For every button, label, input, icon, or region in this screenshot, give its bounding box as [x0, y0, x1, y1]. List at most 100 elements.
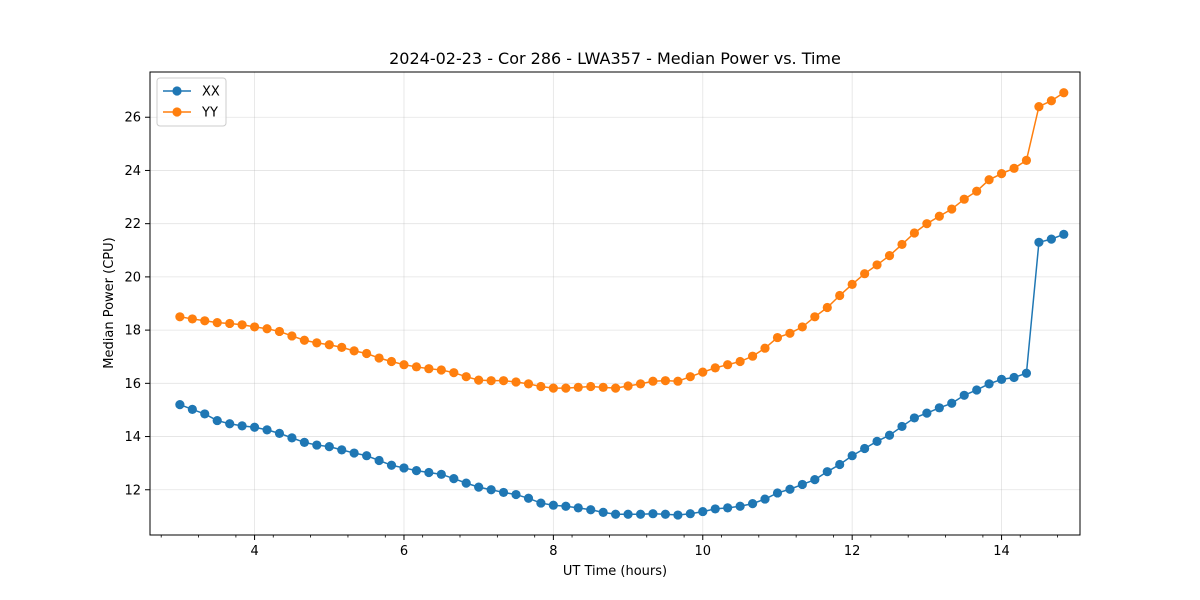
legend-marker	[172, 86, 182, 96]
data-point-yy	[249, 322, 260, 332]
data-point-xx	[287, 433, 297, 443]
y-tick-label: 26	[124, 111, 141, 126]
y-tick-label: 20	[124, 270, 141, 285]
data-point-yy	[947, 204, 957, 214]
data-point-yy	[187, 314, 197, 324]
data-point-xx	[698, 506, 708, 517]
data-point-yy	[399, 360, 409, 370]
data-point-xx	[959, 390, 969, 400]
data-point-xx	[349, 448, 359, 458]
data-point-yy	[386, 356, 397, 367]
data-point-yy	[523, 379, 534, 389]
data-point-yy	[884, 251, 895, 261]
data-point-yy	[723, 360, 733, 370]
data-point-yy	[710, 363, 720, 373]
data-point-yy	[822, 302, 832, 313]
y-tick-label: 16	[124, 377, 141, 392]
data-point-yy	[748, 351, 758, 361]
data-point-yy	[573, 382, 583, 392]
data-point-xx	[461, 478, 471, 488]
data-point-yy	[797, 322, 807, 332]
legend-marker	[172, 107, 182, 117]
data-point-xx	[623, 509, 633, 519]
data-point-xx	[312, 440, 322, 450]
data-point-yy	[835, 290, 845, 301]
data-point-xx	[897, 421, 907, 432]
data-point-xx	[648, 509, 658, 519]
data-point-xx	[399, 463, 409, 473]
y-tick-label: 14	[124, 430, 141, 445]
data-point-xx	[884, 430, 895, 440]
legend: XX YY	[156, 77, 227, 127]
data-point-xx	[785, 484, 795, 494]
y-tick-label: 12	[124, 483, 141, 498]
data-point-yy	[536, 381, 546, 392]
data-point-yy	[312, 338, 322, 348]
data-point-xx	[810, 475, 820, 485]
data-point-xx	[573, 503, 583, 513]
data-point-yy	[810, 312, 820, 322]
legend-item-xx: XX	[163, 85, 220, 100]
data-point-xx	[984, 379, 994, 389]
chart-title: 2024-02-23 - Cor 286 - LWA357 - Median P…	[389, 49, 841, 68]
data-point-xx	[274, 428, 285, 438]
legend-label: YY	[201, 106, 218, 121]
data-point-yy	[474, 375, 484, 385]
data-point-xx	[386, 460, 397, 470]
data-point-yy	[909, 228, 919, 238]
data-point-yy	[337, 342, 347, 353]
data-point-xx	[660, 509, 671, 519]
data-point-xx	[748, 499, 758, 509]
data-point-xx	[735, 501, 745, 511]
data-point-xx	[187, 404, 197, 414]
data-point-xx	[598, 507, 608, 517]
data-point-xx	[1034, 237, 1044, 247]
series-layer	[175, 88, 1069, 520]
data-point-yy	[1021, 155, 1032, 165]
data-point-xx	[262, 425, 272, 435]
data-point-yy	[212, 318, 222, 328]
x-axis-label: UT Time (hours)	[563, 564, 667, 579]
data-point-yy	[611, 383, 621, 393]
data-point-xx	[1046, 234, 1056, 244]
data-point-yy	[362, 348, 372, 359]
data-point-xx	[498, 487, 509, 498]
data-point-yy	[635, 379, 646, 389]
data-point-xx	[710, 504, 720, 514]
x-tick-label: 10	[694, 544, 711, 559]
data-point-yy	[673, 376, 683, 386]
data-point-yy	[996, 169, 1007, 179]
data-point-yy	[598, 382, 608, 392]
grid	[150, 72, 1080, 535]
data-point-xx	[909, 413, 919, 423]
data-point-yy	[299, 335, 309, 345]
data-point-yy	[424, 364, 434, 374]
series-line-xx	[179, 233, 1065, 516]
data-point-yy	[648, 376, 658, 386]
data-point-xx	[449, 473, 459, 484]
data-point-xx	[934, 403, 944, 413]
data-point-yy	[735, 356, 745, 367]
data-point-yy	[374, 353, 384, 363]
data-point-xx	[486, 485, 496, 495]
data-point-xx	[436, 469, 446, 479]
data-point-xx	[835, 459, 845, 470]
data-point-xx	[561, 501, 571, 511]
data-point-yy	[847, 279, 857, 289]
data-point-yy	[486, 376, 496, 386]
data-point-xx	[225, 419, 235, 429]
data-point-xx	[685, 509, 695, 519]
data-point-yy	[324, 340, 334, 350]
data-point-xx	[797, 479, 807, 490]
data-point-yy	[972, 186, 982, 196]
x-tick-label: 6	[400, 544, 408, 559]
data-point-xx	[374, 455, 384, 466]
data-point-xx	[424, 467, 434, 478]
data-point-yy	[436, 365, 446, 375]
data-point-yy	[934, 211, 944, 221]
data-point-yy	[461, 372, 471, 382]
data-point-xx	[635, 509, 646, 519]
data-point-xx	[673, 510, 683, 520]
x-tick-label: 12	[844, 544, 861, 559]
data-point-xx	[249, 422, 260, 432]
